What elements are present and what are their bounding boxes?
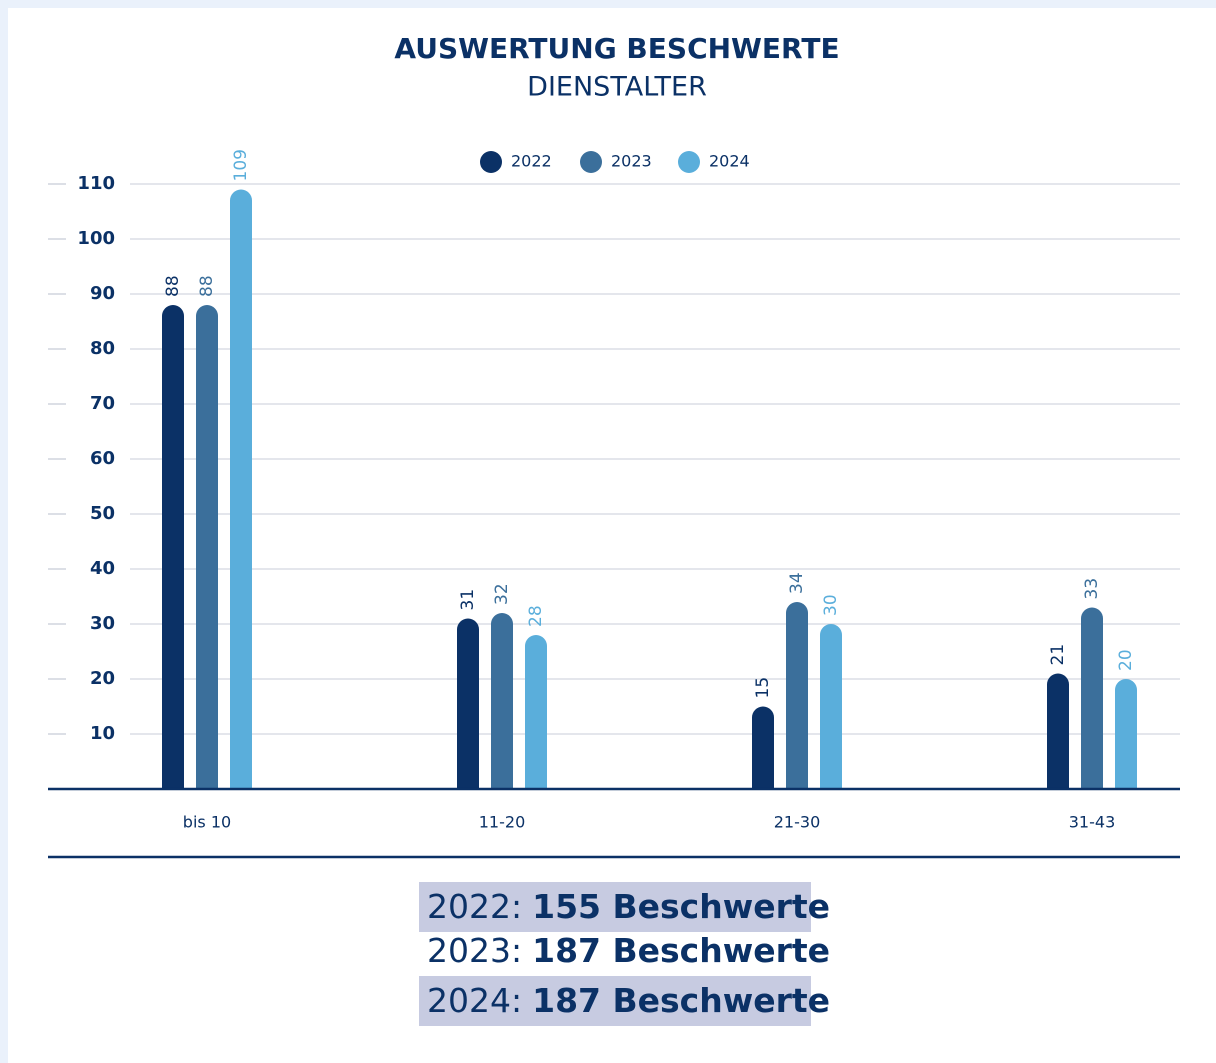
summary-count: 187 Beschwerte [532,981,830,1020]
y-tick-label: 80 [90,338,115,359]
bar [491,613,513,789]
value-label: 31 [458,589,478,611]
value-label: 20 [1116,649,1136,671]
value-label: 32 [492,583,512,605]
legend-label: 2024 [709,152,750,171]
y-tick-label: 90 [90,283,115,304]
legend-swatch [480,151,502,173]
summary-highlight [419,976,811,1026]
x-tick-label: 21-30 [774,813,821,832]
summary-line: 2022: 155 Beschwerte [427,887,830,926]
x-tick-label: bis 10 [183,813,231,832]
y-tick-label: 30 [90,613,115,634]
bar [525,635,547,789]
chart-subtitle: DIENSTALTER [527,72,707,103]
summary-count: 155 Beschwerte [532,887,830,926]
value-label: 109 [231,149,251,181]
y-tick-label: 20 [90,668,115,689]
value-label: 34 [787,572,807,594]
x-tick-label: 31-43 [1069,813,1116,832]
x-tick-label: 11-20 [479,813,526,832]
legend-swatch [580,151,602,173]
y-tick-label: 10 [90,723,115,744]
bar [1081,607,1103,789]
summary-line: 2023: 187 Beschwerte [427,931,830,970]
summary-highlight [419,882,811,932]
summary-year: 2023: [427,931,522,970]
summary-year: 2022: [427,887,522,926]
value-label: 28 [526,605,546,627]
value-label: 30 [821,594,841,616]
value-label: 33 [1082,578,1102,600]
value-label: 88 [197,275,217,297]
value-label: 88 [163,275,183,297]
legend-label: 2023 [611,152,652,171]
y-tick-label: 40 [90,558,115,579]
bar [196,305,218,789]
bar [1115,679,1137,789]
chart-title: AUSWERTUNG BESCHWERTE [394,32,839,65]
summary-count: 187 Beschwerte [532,931,830,970]
y-tick-label: 110 [77,173,115,194]
y-tick-label: 100 [77,228,115,249]
bar [752,706,774,789]
y-tick-label: 60 [90,448,115,469]
bar [230,189,252,790]
bar [457,618,479,789]
value-label: 21 [1048,644,1068,666]
y-tick-label: 70 [90,393,115,414]
bar [820,624,842,789]
bar [786,602,808,789]
summary-year: 2024: [427,981,522,1020]
summary-line: 2024: 187 Beschwerte [427,981,830,1020]
bar [1047,673,1069,789]
legend-swatch [678,151,700,173]
bar [162,305,184,789]
legend-label: 2022 [511,152,552,171]
y-tick-label: 50 [90,503,115,524]
value-label: 15 [753,677,773,699]
